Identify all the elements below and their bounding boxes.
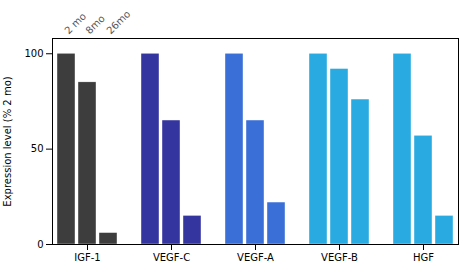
svg-text:0: 0 (37, 239, 43, 250)
svg-text:VEGF-C: VEGF-C (153, 252, 190, 263)
svg-text:VEGF-A: VEGF-A (237, 252, 274, 263)
svg-text:IGF-1: IGF-1 (74, 252, 100, 263)
svg-text:HGF: HGF (413, 252, 434, 263)
svg-text:VEGF-B: VEGF-B (321, 252, 358, 263)
svg-text:26mo: 26mo (104, 8, 132, 36)
svg-text:50: 50 (31, 143, 44, 154)
svg-text:2 mo: 2 mo (62, 10, 88, 36)
svg-text:8mo: 8mo (83, 13, 107, 37)
svg-text:100: 100 (24, 48, 43, 59)
svg-text:Expression level (% 2 mo): Expression level (% 2 mo) (2, 76, 13, 206)
